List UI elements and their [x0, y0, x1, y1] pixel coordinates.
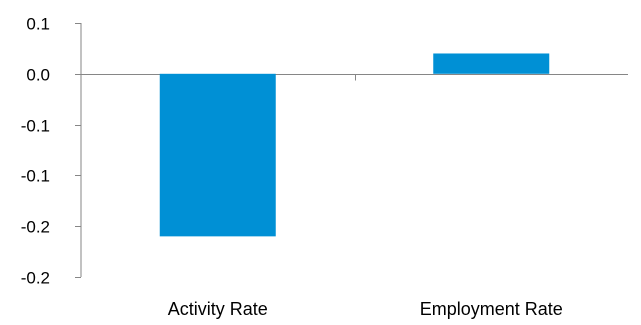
bar-employment-rate — [433, 53, 550, 74]
y-tick-label: -0.1 — [21, 117, 50, 136]
bars-layer — [159, 53, 550, 237]
y-tick-label: -0.1 — [21, 167, 50, 186]
bar-activity-rate — [159, 73, 276, 237]
labels-layer: 0.1 0.0 -0.1 -0.1 -0.2 -0.2 Activity Rate Emplo… — [21, 15, 563, 320]
y-tick-label: 0.0 — [26, 66, 50, 85]
x-category-label: Employment Rate — [420, 299, 563, 319]
x-category-label: Activity Rate — [168, 299, 268, 319]
y-tick-label: -0.2 — [21, 269, 50, 288]
y-tick-label: 0.1 — [26, 15, 50, 34]
y-tick-label: -0.2 — [21, 218, 50, 237]
